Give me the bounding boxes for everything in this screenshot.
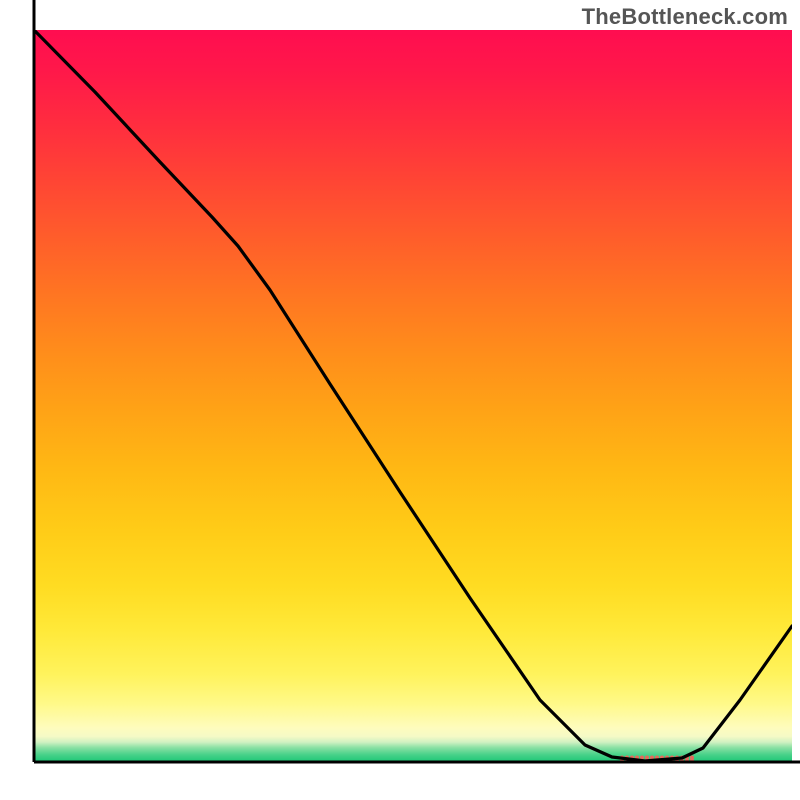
watermark-text: TheBottleneck.com	[582, 4, 788, 30]
chart-container: TheBottleneck.com	[0, 0, 800, 800]
bottleneck-chart	[0, 0, 800, 800]
gradient-background	[34, 30, 792, 762]
